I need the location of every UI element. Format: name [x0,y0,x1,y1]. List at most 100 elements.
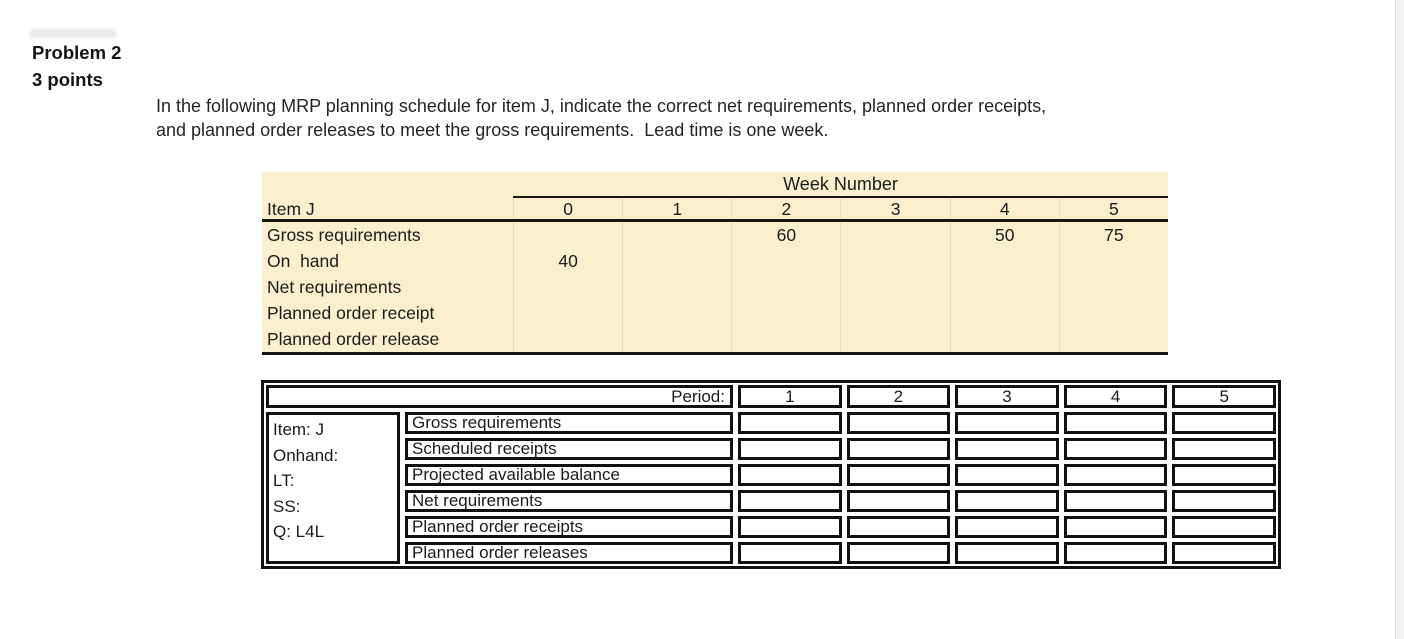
table-row-net-requirements: Net requirements [262,274,1168,300]
worksheet-cell [1172,490,1276,512]
value-cell [513,326,622,352]
worksheet-cell [846,412,951,434]
instruction-text: In the following MRP planning schedule f… [156,95,1046,142]
page-edge-strip [1395,0,1404,639]
value-cell [731,326,840,352]
value-cell [840,248,949,274]
points-label: 3 points [32,69,103,90]
week-number-cell: 0 [513,196,622,222]
value-cell [513,300,622,326]
worksheet-cell [1172,438,1276,460]
week-number-cell: 3 [840,196,949,222]
value-cell [840,274,949,300]
value-cell [1058,326,1168,352]
worksheet-cell [738,438,842,460]
worksheet-cell [1063,412,1168,434]
worksheet-cell [846,438,951,460]
value-cell [513,274,622,300]
artifact-smudge [30,29,116,38]
worksheet-cell [738,542,842,564]
worksheet-cell [955,490,1059,512]
period-label: Period: [266,385,733,408]
value-cell [949,326,1059,352]
table-row-planned-order-receipt: Planned order receipt [262,300,1168,326]
worksheet-cell [955,438,1059,460]
value-cell: 60 [731,222,840,248]
value-cell [840,326,949,352]
value-cell [840,300,949,326]
info-lead-time: LT: [273,471,295,491]
row-label: Net requirements [267,277,402,297]
value-cell [731,274,840,300]
worksheet-cell [846,516,951,538]
period-header-cell: 4 [1063,385,1168,408]
worksheet-cell [955,464,1059,486]
value-cell [622,326,731,352]
problem-title: Problem 2 [32,42,122,63]
value-cell [513,222,622,248]
table-row-on-hand: On hand 40 [262,248,1168,274]
value-cell [949,248,1059,274]
week-number-cell: 5 [1058,196,1168,222]
value-cell [949,274,1059,300]
value-cell [622,274,731,300]
instruction-line-2: and planned order releases to meet the g… [156,119,829,140]
value-cell [622,248,731,274]
week-number-cell: 1 [622,196,731,222]
value-cell: 50 [949,222,1059,248]
value-cell [1058,300,1168,326]
worksheet-cell [955,412,1059,434]
worksheet-cell [738,412,842,434]
row-label: On hand [267,251,339,271]
instruction-line-1: In the following MRP planning schedule f… [156,96,1047,116]
worksheet-cell [1063,464,1168,486]
worksheet-row-label: Projected available balance [405,464,733,486]
info-safety-stock: SS: [273,496,301,516]
worksheet-cell [846,464,951,486]
period-header-cell: 2 [846,385,951,408]
mrp-schedule-table: Week Number Item J 0 1 2 3 4 5 Gross req… [262,172,1168,355]
week-number-cell: 2 [731,196,840,222]
value-cell [1058,274,1168,300]
worksheet-cell [1063,542,1168,564]
worksheet-row-label: Scheduled receipts [405,438,733,460]
worksheet-cell [1172,516,1276,538]
worksheet-cell [955,516,1059,538]
table-row-gross-requirements: Gross requirements 60 50 75 [262,222,1168,248]
week-number-cell: 4 [949,196,1059,222]
worksheet-cell [1172,412,1276,434]
value-cell [949,300,1059,326]
worksheet-cell [1063,438,1168,460]
value-cell [731,300,840,326]
worksheet-cell [738,490,842,512]
value-cell [622,300,731,326]
period-header-cell: 5 [1172,385,1276,408]
info-item: Item: J [273,420,325,439]
item-label: Item J [267,199,315,219]
worksheet-row-label: Planned order releases [405,542,733,564]
worksheet-cell [1063,516,1168,538]
period-header-cell: 1 [738,385,842,408]
row-label: Planned order receipt [267,303,435,323]
worksheet-cell [955,542,1059,564]
worksheet-cell [1172,464,1276,486]
worksheet-table: Period: 1 2 3 4 5 Item: J Onhand: LT: SS… [261,380,1281,569]
week-number-row: Week Number [262,172,1168,198]
worksheet-row-label: Planned order receipts [405,516,733,538]
worksheet-cell [846,490,951,512]
info-lot-size: Q: L4L [273,522,325,542]
value-cell [731,248,840,274]
value-cell: 75 [1058,222,1168,248]
worksheet-cell [738,464,842,486]
info-onhand: Onhand: [273,445,339,465]
worksheet-cell [1172,542,1276,564]
period-header-cell: 3 [955,385,1059,408]
worksheet-row-label: Gross requirements [405,412,733,434]
value-cell [840,222,949,248]
item-info-panel: Item: J Onhand: LT: SS: Q: L4L [266,412,400,564]
week-number-header: Week Number [513,172,1168,198]
table-row-planned-order-release: Planned order release [262,326,1168,352]
value-cell [1058,248,1168,274]
worksheet-cell [1063,490,1168,512]
